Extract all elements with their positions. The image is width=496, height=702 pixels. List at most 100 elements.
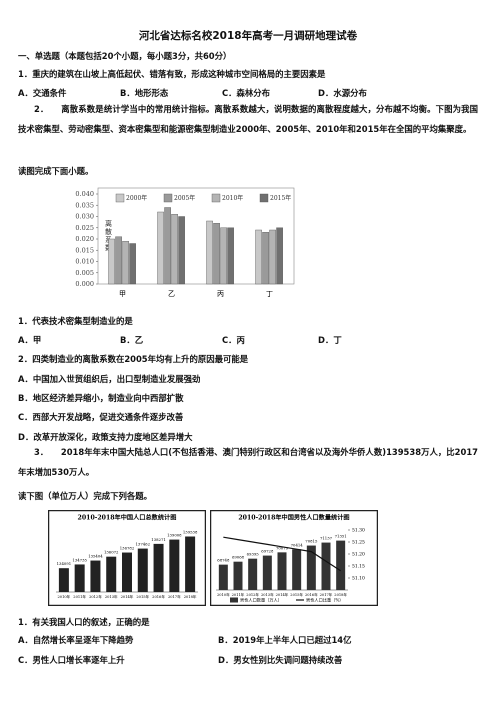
legend-label: 2015年 [270, 194, 291, 202]
legend-label: 2010年 [222, 194, 243, 202]
option: C．西部大开发战略，促进交通条件逐步改善 [18, 412, 184, 422]
bar [108, 238, 115, 285]
y-tick-label: 0.010 [75, 258, 94, 266]
y-tick-label: 0.035 [75, 201, 94, 209]
legend-label: 男性人口数量（万人） [240, 597, 282, 604]
data-label: 138271 [151, 537, 166, 542]
instruction: 读下图（单位万人）完成下列各题。 [18, 491, 152, 501]
legend-label: 男性人口比重（%） [306, 597, 343, 604]
bar [122, 552, 132, 592]
x-tick-label: 2017年 [320, 592, 333, 597]
data-label: 69728 [261, 549, 274, 554]
legend-swatch [259, 193, 269, 203]
bar [218, 564, 228, 590]
bar [178, 216, 185, 285]
question-stem: 1．重庆的建筑在山坡上高低起伏、错落有致，形成这种城市空间格局的主要因素是 [18, 69, 326, 79]
data-label: 69068 [232, 555, 245, 560]
bar [106, 556, 117, 592]
data-label: 134735 [72, 557, 87, 562]
x-tick-label: 2014年 [276, 592, 289, 597]
data-label: 68748 [217, 558, 230, 563]
y-tick-label: 0.005 [75, 269, 94, 277]
y2-tick-label: 51.25 [352, 540, 365, 546]
data-label: 139008 [167, 533, 182, 538]
option: A．甲 [18, 335, 42, 345]
bar [306, 545, 316, 590]
bar [137, 548, 148, 592]
data-label: 70414 [291, 542, 304, 547]
x-tick-label: 2013年 [105, 594, 118, 599]
x-tick-label: 2013年 [261, 592, 274, 597]
y2-tick-label: 51.20 [352, 552, 365, 558]
title: 河北省达标名校2018年高考一月调研地理试卷 [138, 30, 358, 42]
data-label: 134091 [57, 561, 72, 566]
data-label: 137462 [136, 542, 151, 547]
option: D．丁 [318, 335, 342, 345]
x-tick-label: 2010年 [217, 592, 230, 597]
x-tick-label: 甲 [119, 290, 126, 298]
question-stem: 3． 2018年年末中国大陆总人口(不包括香港、澳门特别行政区和台湾省以及海外华… [18, 447, 478, 477]
data-label: 136782 [120, 546, 135, 551]
bar [157, 211, 164, 285]
bar [321, 542, 331, 590]
bar [276, 227, 283, 285]
legend-swatch [211, 193, 221, 203]
x-tick-label: 2011年 [232, 592, 245, 597]
question-stem: 1．有关我国人口的叙述，正确的是 [18, 617, 150, 627]
bar [169, 539, 180, 592]
bar [220, 227, 227, 285]
y2-tick-label: 51.30 [352, 528, 365, 534]
section: 一、单选题（本题包括20个小题，每小题3分，共60分） [18, 51, 232, 61]
data-label: 71351 [335, 534, 347, 539]
chart-title: 2010-2018年中国人口总数统计图 [78, 514, 177, 522]
bar [185, 536, 196, 592]
option: C．丙 [222, 335, 245, 345]
bar [255, 229, 262, 285]
x-tick-label: 2011年 [73, 594, 86, 599]
x-tick-label: 2016年 [152, 594, 165, 599]
x-tick-label: 2015年 [136, 594, 149, 599]
x-tick-label: 2015年 [290, 592, 303, 597]
y2-tick-label: 51.15 [352, 564, 365, 570]
bar [171, 214, 178, 285]
option: D．男女性别比失调问题持续改善 [218, 655, 343, 665]
bar [206, 220, 213, 285]
chart-title: 2010-2018年中国男性人口数量统计图 [238, 514, 349, 522]
bar [213, 223, 220, 285]
data-label: 70815 [305, 539, 318, 544]
bar [233, 561, 243, 590]
data-label: 139538 [183, 530, 198, 535]
bar [74, 564, 85, 592]
x-tick-label: 丁 [266, 290, 273, 298]
y-tick-label: 0.030 [75, 213, 94, 221]
bar [292, 549, 302, 590]
legend-swatch [163, 193, 173, 203]
bar-chart: 0.000 0.005 0.010 0.015 0.020 0.025 0.030 0.035… [75, 187, 295, 298]
x-tick-label: 2016年 [305, 592, 318, 597]
option: A．中国加入世贸组织后，出口型制造业发展强劲 [18, 374, 201, 384]
data-label: 69395 [247, 552, 260, 557]
y-tick-label: 0.040 [75, 190, 94, 198]
bar [336, 540, 346, 590]
question-stem: 2． 离散系数是统计学当中的常用统计指标。离散系数越大，说明数据的离散程度越大，… [18, 104, 478, 134]
legend-swatch [230, 597, 238, 603]
bar [153, 543, 164, 592]
question-stem: 2．四类制造业的离散系数在2005年均有上升的原因最可能是 [18, 354, 249, 364]
x-tick-label: 2012年 [246, 592, 259, 597]
x-tick-label: 丙 [217, 290, 224, 298]
data-label: 71137 [320, 536, 333, 541]
bar [129, 243, 136, 285]
y-tick-label: 0.025 [75, 224, 94, 232]
bar [115, 236, 122, 285]
line [223, 536, 341, 572]
x-tick-label: 2018年 [184, 594, 197, 599]
bar [269, 229, 276, 285]
option: B．2019年上半年人口已超过14亿 [218, 635, 352, 645]
option: C．森林分布 [222, 88, 271, 98]
y-tick-label: 0.000 [75, 280, 94, 288]
option: A．自然增长率呈逐年下降趋势 [18, 635, 134, 645]
instruction: 读图完成下面小题。 [18, 166, 94, 176]
bar [262, 232, 269, 285]
bar [262, 555, 272, 590]
bar [227, 227, 234, 285]
